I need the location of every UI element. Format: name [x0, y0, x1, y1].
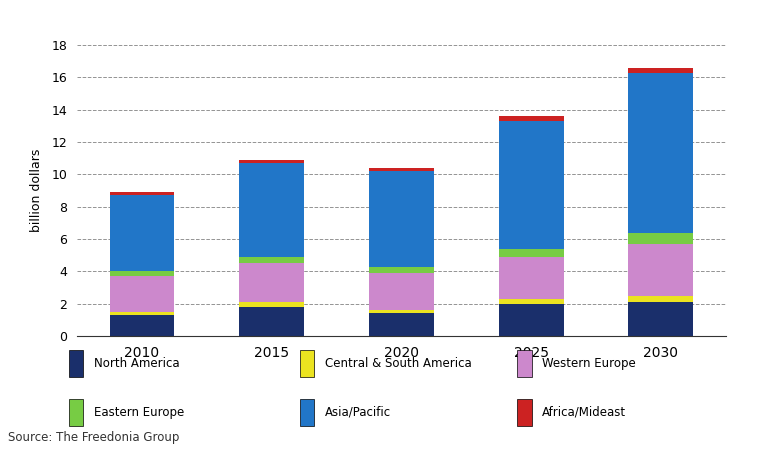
Bar: [369, 168, 434, 171]
Bar: [69, 350, 83, 377]
Bar: [499, 121, 564, 249]
Text: Freedonia: Freedonia: [575, 73, 645, 85]
Bar: [517, 350, 532, 377]
Text: North America: North America: [93, 357, 179, 370]
Bar: [499, 304, 564, 336]
Bar: [628, 233, 693, 244]
Bar: [69, 399, 83, 426]
Text: Western Europe: Western Europe: [542, 357, 636, 370]
Bar: [628, 68, 693, 73]
Bar: [110, 312, 174, 315]
Bar: [110, 192, 174, 195]
Bar: [628, 295, 693, 302]
Bar: [499, 299, 564, 304]
Bar: [499, 249, 564, 257]
Text: Asia/Pacific: Asia/Pacific: [325, 406, 391, 419]
Bar: [300, 399, 314, 426]
Bar: [369, 267, 434, 273]
Bar: [369, 171, 434, 267]
Bar: [239, 263, 304, 302]
Text: Africa/Mideast: Africa/Mideast: [542, 406, 626, 419]
Bar: [239, 307, 304, 336]
Bar: [110, 315, 174, 336]
Bar: [300, 350, 314, 377]
Bar: [239, 257, 304, 263]
Bar: [239, 160, 304, 163]
Text: Central & South America: Central & South America: [325, 357, 472, 370]
Bar: [110, 272, 174, 276]
Bar: [110, 195, 174, 272]
Bar: [628, 244, 693, 295]
Text: Eastern Europe: Eastern Europe: [93, 406, 184, 419]
Bar: [369, 310, 434, 313]
Bar: [369, 273, 434, 310]
Bar: [239, 302, 304, 307]
Bar: [499, 116, 564, 121]
Bar: [499, 257, 564, 299]
Text: Figure 4-5 | Global Plain Bearing Production by Region, 2010 – 2030 (billion dol: Figure 4-5 | Global Plain Bearing Produc…: [9, 13, 564, 26]
Bar: [628, 73, 693, 233]
Bar: [239, 163, 304, 257]
Bar: [110, 276, 174, 312]
Text: Source: The Freedonia Group: Source: The Freedonia Group: [8, 431, 179, 444]
Y-axis label: billion dollars: billion dollars: [30, 149, 43, 232]
Bar: [628, 302, 693, 336]
Bar: [517, 399, 532, 426]
Bar: [369, 313, 434, 336]
